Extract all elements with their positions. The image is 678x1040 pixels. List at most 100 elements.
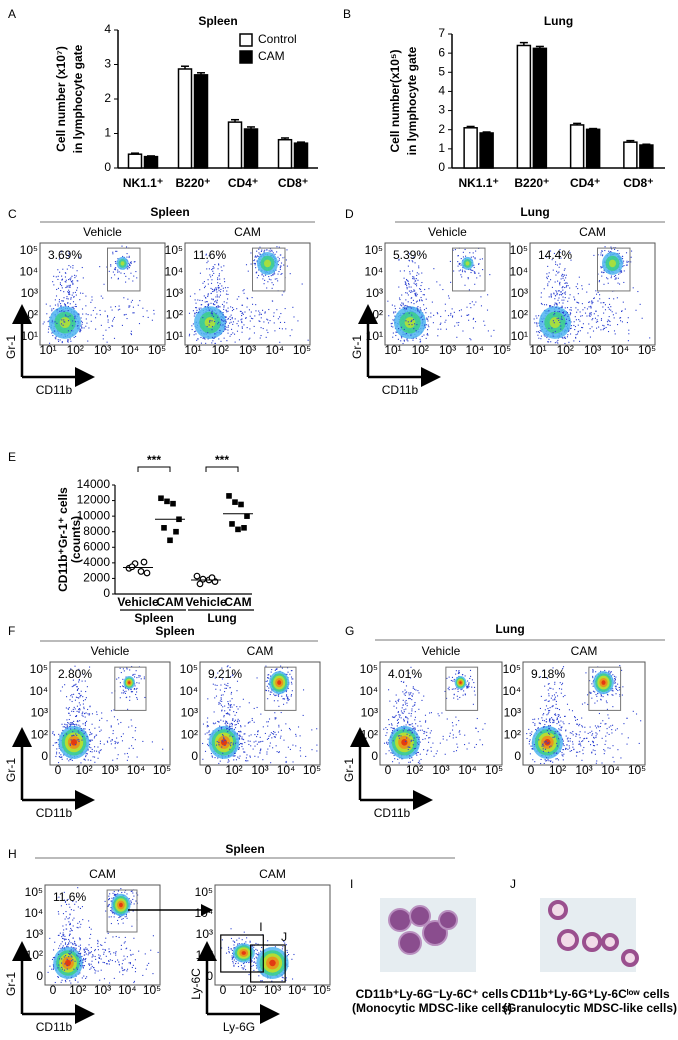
density-dot: [135, 727, 137, 729]
legend-swatch: [239, 33, 253, 47]
density-dot: [410, 290, 412, 292]
density-dot: [63, 297, 65, 299]
density-dot: [401, 758, 403, 760]
density-dot: [289, 273, 291, 275]
density-dot: [584, 307, 586, 309]
density-dot: [414, 293, 417, 295]
density-dot: [578, 302, 580, 304]
density-dot: [568, 319, 570, 321]
density-dot: [91, 733, 93, 735]
x-tick-label: B220⁺: [514, 176, 549, 190]
density-dot: [603, 283, 605, 285]
density-dot: [546, 273, 548, 275]
data-point: [196, 580, 204, 588]
density-dot: [207, 260, 209, 262]
density-dot: [82, 313, 84, 315]
density-dot: [230, 745, 232, 747]
density-dot: [401, 294, 403, 296]
density-dot: [80, 317, 82, 319]
chart-title: Lung: [544, 14, 573, 28]
density-dot: [270, 732, 272, 734]
density-dot: [424, 288, 426, 291]
density-dot: [128, 256, 130, 259]
density-dot: [558, 302, 560, 304]
density-dot: [240, 726, 242, 728]
density-dot: [411, 757, 413, 759]
density-dot: [117, 741, 119, 743]
density-dot: [551, 259, 553, 261]
density-dot: [219, 725, 221, 727]
density-dot: [55, 741, 57, 744]
density-dot: [464, 675, 466, 677]
density-dot: [478, 263, 480, 265]
density-dot: [607, 319, 609, 321]
density-dot: [68, 253, 70, 255]
density-dot: [412, 739, 414, 741]
density-dot: [199, 272, 201, 274]
density-dot: [236, 323, 238, 325]
density-dot: [417, 306, 419, 308]
density-dot: [84, 728, 86, 730]
density-dot: [238, 737, 241, 740]
density-dot: [65, 724, 67, 726]
density-dot: [57, 305, 59, 307]
density-dot: [67, 291, 69, 293]
density-dot: [291, 690, 293, 692]
density-dot: [554, 713, 556, 715]
y-tick-label: 2000: [83, 571, 110, 585]
density-dot: [400, 680, 402, 683]
density-dot: [547, 283, 549, 285]
density-dot: [122, 678, 124, 680]
density-dot: [405, 708, 407, 710]
density-dot: [472, 256, 474, 258]
density-dot: [415, 330, 417, 332]
density-dot: [532, 759, 534, 761]
density-dot: [531, 747, 533, 750]
density-dot: [75, 715, 77, 717]
density-dot: [82, 723, 84, 725]
density-dot: [93, 756, 96, 758]
density-dot: [562, 337, 564, 339]
density-dot: [394, 716, 396, 718]
density-dot: [219, 703, 221, 705]
density-dot: [231, 724, 233, 726]
density-dot: [590, 314, 592, 316]
density-dot: [208, 730, 210, 732]
density-dot: [484, 324, 486, 326]
density-dot: [423, 309, 426, 311]
density-dot: [55, 755, 57, 758]
density-dot: [244, 751, 246, 753]
density-dot: [66, 724, 69, 726]
density-dot: [224, 744, 226, 746]
density-dot: [213, 272, 215, 274]
density-dot: [414, 290, 416, 292]
density-dot: [89, 731, 91, 733]
density-dot: [67, 316, 69, 318]
density-dot: [79, 708, 81, 710]
density-dot: [564, 342, 566, 345]
density-dot: [81, 266, 83, 269]
density-dot: [125, 281, 127, 283]
density-dot: [191, 328, 193, 331]
density-dot: [448, 297, 450, 299]
density-dot: [291, 329, 293, 331]
density-core: [70, 739, 78, 746]
density-dot: [106, 740, 108, 742]
density-dot: [132, 306, 134, 308]
density-dot: [266, 249, 268, 251]
density-dot: [253, 325, 255, 327]
density-dot: [558, 271, 560, 273]
density-dot: [207, 698, 209, 700]
density-dot: [289, 335, 291, 337]
density-dot: [218, 306, 220, 308]
density-dot: [575, 286, 577, 288]
density-dot: [467, 685, 469, 687]
density-dot: [299, 747, 302, 749]
density-dot: [204, 750, 207, 752]
density-dot: [120, 735, 122, 738]
density-dot: [577, 302, 579, 304]
density-dot: [540, 302, 542, 304]
density-dot: [79, 704, 81, 706]
density-dot: [131, 725, 133, 727]
density-dot: [193, 315, 195, 317]
